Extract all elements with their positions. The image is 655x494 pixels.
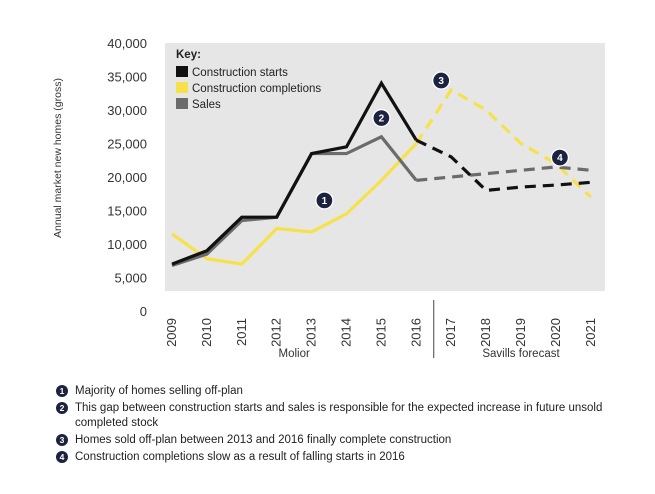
marker-badge xyxy=(372,108,391,128)
marker-badge-number: 2 xyxy=(379,114,385,125)
x-tick-label: 2010 xyxy=(199,318,214,347)
marker-badge xyxy=(315,191,334,210)
note-item: 1 Majority of homes selling off-plan xyxy=(56,384,616,399)
x-tick-label: 2013 xyxy=(304,318,319,347)
note-item: 2 This gap between construction starts an… xyxy=(56,401,616,431)
y-tick-label: 15,000 xyxy=(107,204,147,219)
line-chart: Key: Construction starts Construction comp… xyxy=(52,36,605,360)
x-tick-label: 2018 xyxy=(478,318,493,347)
series-line-forecast xyxy=(416,165,591,182)
note-item: 3 Homes sold off-plan between 2013 and 20… xyxy=(56,433,616,448)
axes: 0 5,000 10,000 15,000 20,000 25,000 30,000 35,0… xyxy=(107,36,598,360)
y-tick-label: 0 xyxy=(140,304,147,319)
marker-badge-number: 1 xyxy=(322,196,328,207)
x-segment-label: Molior xyxy=(278,348,309,360)
note-text: Homes sold off-plan between 2013 and 201… xyxy=(75,434,452,446)
y-tick-label: 10,000 xyxy=(107,237,147,252)
legend-swatch xyxy=(176,82,188,93)
plot-background xyxy=(165,43,605,291)
series-layer xyxy=(171,80,592,267)
marker-layer: 1 2 3 4 xyxy=(315,71,570,210)
note-badge: 4 xyxy=(56,451,68,463)
y-tick-label: 40,000 xyxy=(107,36,147,51)
series-line-actual xyxy=(171,142,418,266)
note-text: Majority of homes selling off-plan xyxy=(75,385,243,397)
y-tick-label: 35,000 xyxy=(107,70,147,85)
y-tick-label: 30,000 xyxy=(107,103,147,118)
marker-badge xyxy=(550,148,570,167)
x-tick-label: 2009 xyxy=(164,318,179,347)
series-line-actual xyxy=(171,80,418,266)
legend-swatch xyxy=(176,66,188,77)
annotation-notes: 1 Majority of homes selling off-plan 2 This… xyxy=(56,384,616,467)
x-tick-label: 2016 xyxy=(408,318,423,347)
y-axis-title: Annual market new homes (gross) xyxy=(52,78,64,238)
x-tick-label: 2017 xyxy=(443,318,458,347)
legend-swatch xyxy=(176,98,188,109)
note-text: This gap between construction starts and… xyxy=(75,402,603,429)
note-badge: 2 xyxy=(56,402,68,414)
legend-title: Key: xyxy=(176,49,201,61)
note-text: Construction completions slow as a resul… xyxy=(75,451,405,463)
legend-label: Construction completions xyxy=(192,83,321,95)
note-badge: 1 xyxy=(56,385,68,397)
x-tick-label: 2012 xyxy=(269,318,284,347)
note-badge: 3 xyxy=(56,434,68,446)
marker-badge-number: 4 xyxy=(557,153,563,164)
series-line-forecast xyxy=(414,87,592,199)
legend-label: Sales xyxy=(192,99,221,111)
note-item: 4 Construction completions slow as a resu… xyxy=(56,450,616,465)
marker-badge xyxy=(432,71,451,90)
x-tick-label: 2020 xyxy=(548,318,563,347)
x-tick-label: 2021 xyxy=(583,318,598,347)
series-line-forecast xyxy=(415,138,591,193)
x-tick-label: 2015 xyxy=(373,318,388,347)
x-tick-label: 2019 xyxy=(513,318,528,347)
y-tick-label: 25,000 xyxy=(107,137,147,152)
x-tick-label: 2011 xyxy=(234,318,249,346)
legend-label: Construction starts xyxy=(192,67,288,79)
legend: Key: Construction starts Construction comp… xyxy=(176,49,321,111)
marker-badge-number: 3 xyxy=(438,76,444,87)
y-tick-label: 5,000 xyxy=(114,271,147,286)
x-segment-label: Savills forecast xyxy=(482,348,560,360)
x-tick-label: 2014 xyxy=(339,318,354,347)
y-tick-label: 20,000 xyxy=(107,170,147,185)
